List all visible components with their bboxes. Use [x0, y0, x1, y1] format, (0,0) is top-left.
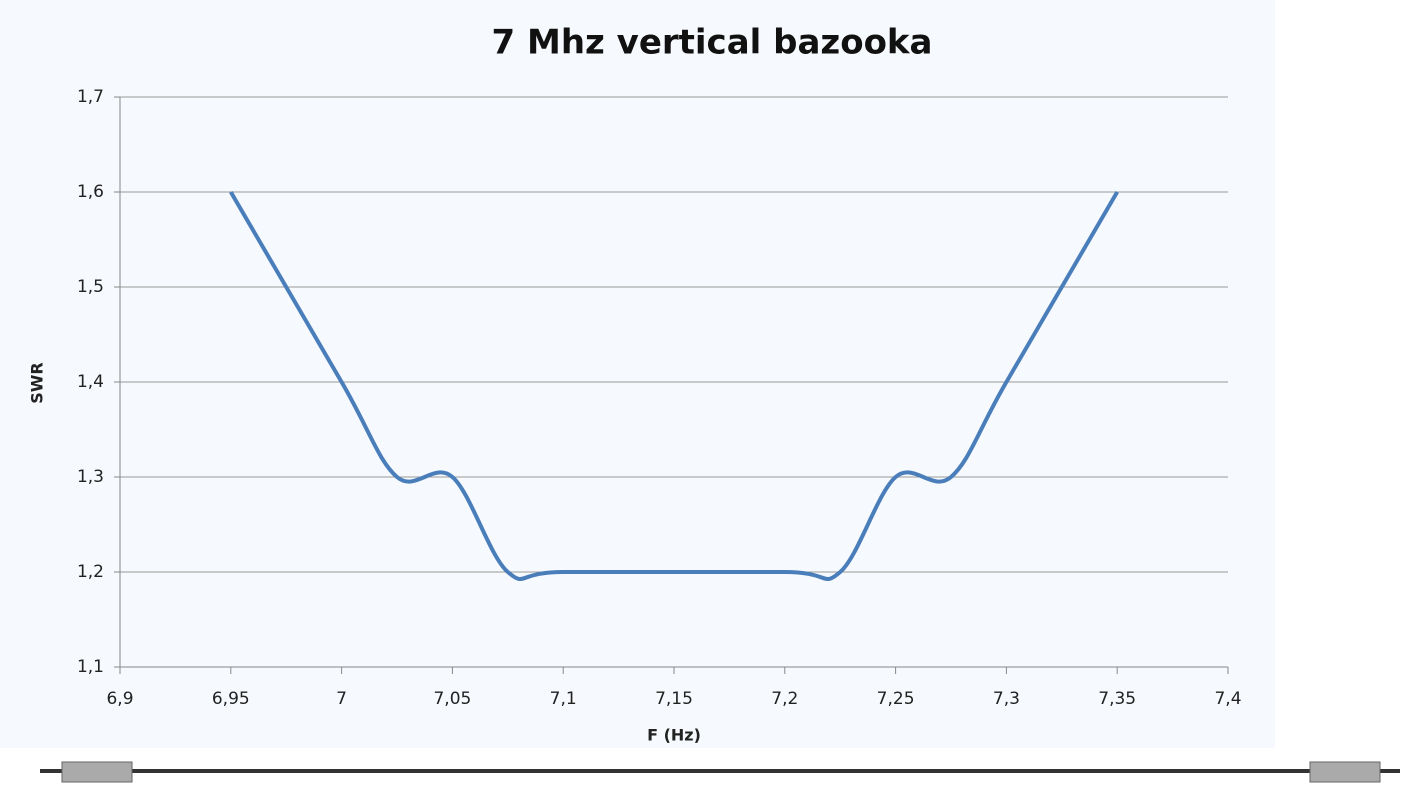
y-tick-label: 1,5 [77, 277, 104, 297]
x-tick-label: 7,4 [1214, 689, 1241, 709]
x-tick-label: 7,05 [433, 689, 471, 709]
y-axis-title: SWR [28, 362, 47, 404]
x-tick-label: 7,35 [1098, 689, 1136, 709]
y-tick-label: 1,4 [77, 372, 104, 392]
connector-right [1310, 762, 1380, 782]
x-tick-label: 7,15 [655, 689, 693, 709]
chart: 7 Mhz vertical bazooka SWR F (Hz) 1,1 1,2… [0, 0, 1407, 788]
x-tick-label: 6,95 [212, 689, 250, 709]
x-tick-label: 7,1 [550, 689, 577, 709]
y-tick-label: 1,3 [77, 467, 104, 487]
x-tick-label: 7,2 [771, 689, 798, 709]
x-axis-title: F (Hz) [647, 726, 701, 745]
y-tick-label: 1,7 [77, 87, 104, 107]
y-tick-label: 1,2 [77, 562, 104, 582]
y-tick-label: 1,6 [77, 182, 104, 202]
x-tick-label: 6,9 [106, 689, 133, 709]
chart-background [0, 0, 1275, 748]
chart-title: 7 Mhz vertical bazooka [492, 23, 933, 63]
y-tick-label: 1,1 [77, 657, 104, 677]
connector-left [62, 762, 132, 782]
x-tick-label: 7 [336, 689, 347, 709]
cable [40, 762, 1400, 782]
page: {"chart_data": {"type": "line", "title":… [0, 0, 1407, 788]
x-tick-label: 7,3 [993, 689, 1020, 709]
x-tick-label: 7,25 [877, 689, 915, 709]
